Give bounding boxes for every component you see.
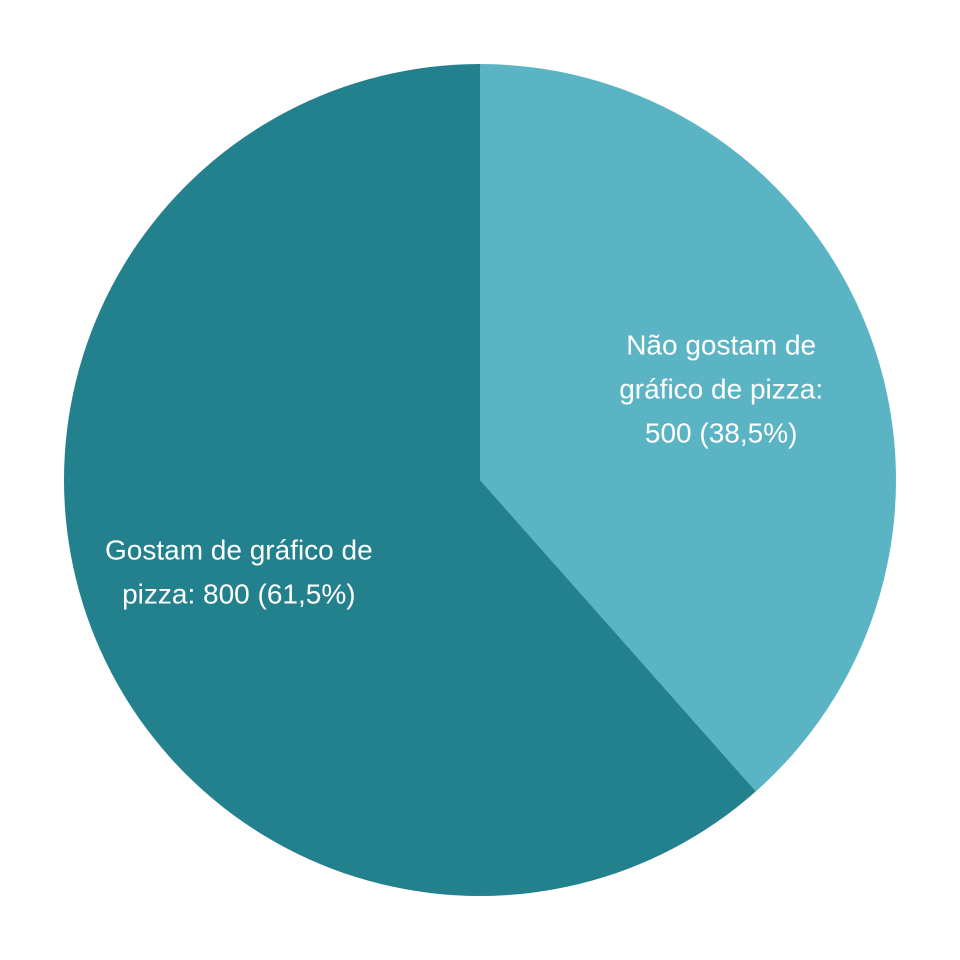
pie-slice-like (63, 64, 756, 897)
pie-slice-label-line: Não gostam de (626, 330, 816, 361)
pie-labels: Não gostam de gráfico de pizza: 500 (38,5%… (105, 330, 823, 610)
pie-slice-label-dislike: Não gostam de gráfico de pizza: 500 (38,5%… (619, 330, 823, 449)
pie-slice-label-line: 500 (38,5%) (645, 418, 798, 449)
pie-slices (63, 64, 897, 897)
pie-slice-label-like: Gostam de gráfico de pizza: 800 (61,5%) (105, 534, 373, 609)
pie-slice-label-line: Gostam de gráfico de (105, 534, 373, 565)
pie-slice-label-line: pizza: 800 (61,5%) (122, 578, 355, 609)
pie-slice-dislike (480, 64, 897, 792)
pie-slice-label-line: gráfico de pizza: (619, 374, 823, 405)
